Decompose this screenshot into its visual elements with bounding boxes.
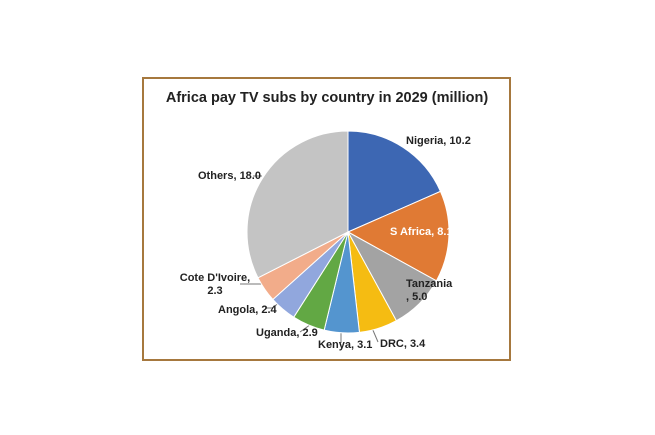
data-label: Angola, 2.4 (218, 304, 278, 316)
data-label: Kenya, 3.1 (318, 339, 372, 351)
data-label: DRC, 3.4 (380, 338, 426, 350)
chart-title: Africa pay TV subs by country in 2029 (m… (166, 90, 488, 106)
pie-slice (347, 130, 442, 233)
data-label: Others, 18.0 (198, 170, 261, 182)
pie-slice (346, 190, 450, 282)
pie-slice (246, 130, 349, 279)
data-label: Tanzania, 5.0 (406, 278, 453, 303)
data-label: Nigeria, 10.2 (406, 135, 471, 147)
data-label: Cote D'Ivoire, 2.3 (180, 272, 250, 297)
data-label: Uganda, 2.9 (256, 327, 318, 339)
data-label: S Africa, 8.1 (390, 226, 453, 238)
